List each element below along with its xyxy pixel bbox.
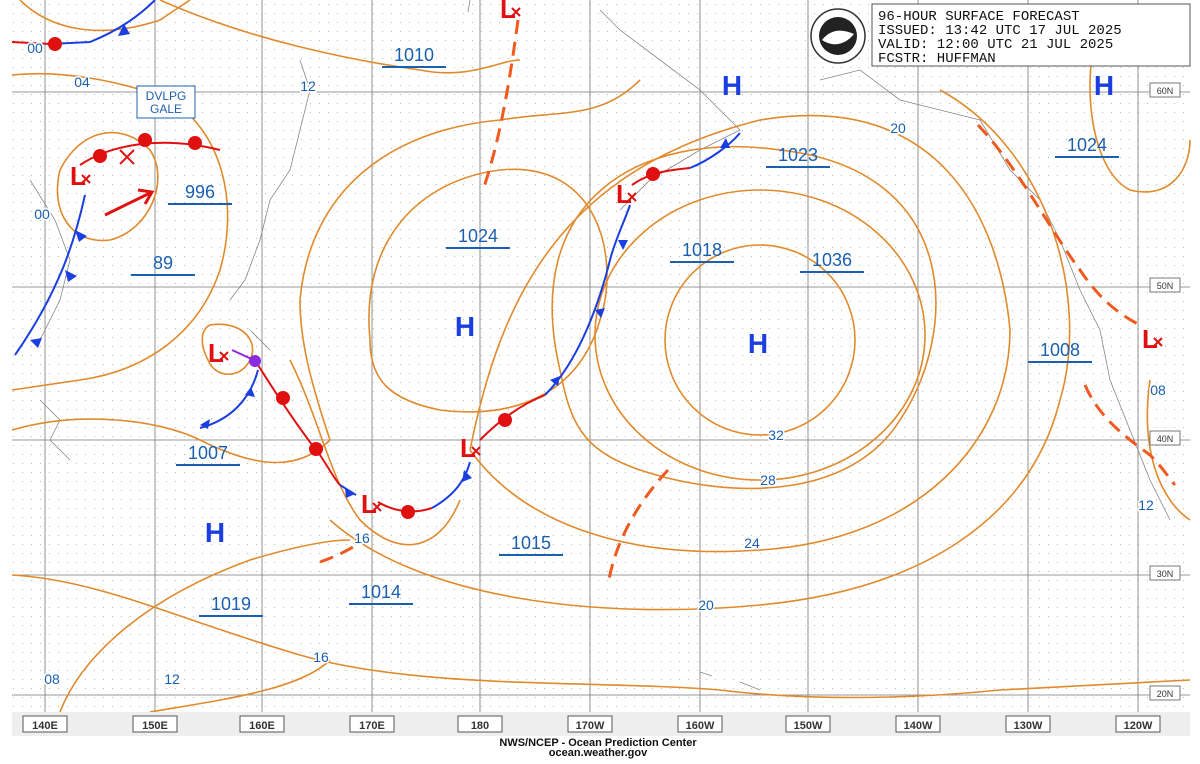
pressure-label: 1015 [511, 533, 551, 553]
warning-text: GALE [150, 102, 182, 116]
pressure-label: 89 [153, 253, 173, 273]
low-center: L [616, 179, 632, 209]
lat-label: 30N [1157, 569, 1174, 579]
pressure-label: 1008 [1040, 340, 1080, 360]
warning-box [136, 85, 196, 119]
lon-label: 140E [32, 720, 58, 732]
graticule [12, 0, 1190, 712]
high-center: H [1094, 70, 1114, 101]
isobar-label: 20 [890, 120, 906, 136]
lat-label-box [1149, 82, 1181, 98]
isobar-label: 24 [744, 535, 760, 551]
isobar-label: 28 [760, 472, 776, 488]
pressure-label: 1014 [361, 582, 401, 602]
isobar-label: 16 [313, 649, 329, 665]
lat-label-box [1149, 430, 1181, 446]
high-center: H [748, 328, 768, 359]
isobar-label: 00 [27, 40, 43, 56]
low-center-mark [471, 446, 481, 456]
header-line: VALID: 12:00 UTC 21 JUL 2025 [878, 37, 1113, 53]
lon-label: 180 [471, 720, 489, 732]
lon-label: 130W [1014, 720, 1043, 732]
isobar-label: 12 [164, 671, 180, 687]
low-center-mark [511, 7, 521, 17]
troughs [319, 19, 1177, 586]
high-center: H [722, 70, 742, 101]
footer-line: NWS/NCEP - Ocean Prediction Center [499, 737, 697, 749]
pressure-label: 1018 [682, 240, 722, 260]
isobar-label: 12 [1138, 497, 1154, 513]
lon-label-box [895, 715, 941, 733]
high-center: H [455, 311, 475, 342]
pressure-label: 1007 [188, 443, 228, 463]
header-box [871, 3, 1191, 67]
lon-label-box [457, 715, 503, 733]
low-center-mark [372, 502, 382, 512]
lat-label: 60N [1157, 86, 1174, 96]
lat-label: 40N [1157, 434, 1174, 444]
high-center: H [205, 517, 225, 548]
coastlines [29, 0, 1171, 691]
labels: 140E 150E 160E 170E 180 170W 160W 150W 140W 130W 1… [22, 0, 1181, 759]
pressure-label: 1036 [812, 250, 852, 270]
lon-label: 160W [686, 720, 715, 732]
lon-label: 120W [1124, 720, 1153, 732]
isobar-label: 12 [300, 78, 316, 94]
lat-label: 50N [1157, 281, 1174, 291]
header-line: FCSTR: HUFFMAN [878, 51, 996, 67]
lon-label-box [677, 715, 723, 733]
lon-label: 170W [576, 720, 605, 732]
lon-label-box [349, 715, 395, 733]
lon-label: 140W [904, 720, 933, 732]
low-center: L [70, 161, 86, 191]
lon-label-box [567, 715, 613, 733]
header-line: 96-HOUR SURFACE FORECAST [878, 9, 1080, 25]
lon-label: 150E [142, 720, 168, 732]
isobar-label: 32 [768, 427, 784, 443]
isobar-label: 20 [698, 597, 714, 613]
lon-label-box [22, 715, 68, 733]
lon-label-box [1005, 715, 1051, 733]
low-center: L [460, 433, 476, 463]
lon-label: 170E [359, 720, 385, 732]
pressure-label: 1024 [458, 226, 498, 246]
pressure-label: 996 [185, 182, 215, 202]
lon-label: 160E [249, 720, 275, 732]
lon-label-box [785, 715, 831, 733]
pressure-label: 1024 [1067, 135, 1107, 155]
isobar-label: 08 [44, 671, 60, 687]
pressure-label: 1019 [211, 594, 251, 614]
pressure-label: 1010 [394, 45, 434, 65]
low-center: L [208, 338, 224, 368]
low-center: L [361, 489, 377, 519]
lon-label: 150W [794, 720, 823, 732]
header-line: ISSUED: 13:42 UTC 17 JUL 2025 [878, 23, 1122, 39]
lon-label-box [1115, 715, 1161, 733]
isobar-label: 00 [34, 206, 50, 222]
lat-label: 20N [1157, 689, 1174, 699]
low-center-mark [1153, 337, 1163, 347]
map-background [12, 0, 1190, 712]
low-center-mark [219, 351, 229, 361]
lat-label-box [1149, 277, 1181, 293]
noaa-logo [810, 8, 866, 64]
warning-text: DVLPG [146, 89, 187, 103]
lat-label-box [1149, 565, 1181, 581]
low-center-mark [627, 192, 637, 202]
low-center: L [500, 0, 516, 24]
isobar-label: 04 [74, 74, 90, 90]
lat-label-box [1149, 685, 1181, 701]
fronts [11, 0, 741, 519]
low-center: L [1142, 324, 1158, 354]
low-center-mark [81, 174, 91, 184]
footer-line: ocean.weather.gov [549, 747, 648, 759]
isobars [11, 0, 1191, 713]
pressure-label: 1023 [778, 145, 818, 165]
isobar-label: 16 [354, 530, 370, 546]
lon-label-box [239, 715, 285, 733]
isobar-label: 08 [1150, 382, 1166, 398]
lon-label-box [132, 715, 178, 733]
